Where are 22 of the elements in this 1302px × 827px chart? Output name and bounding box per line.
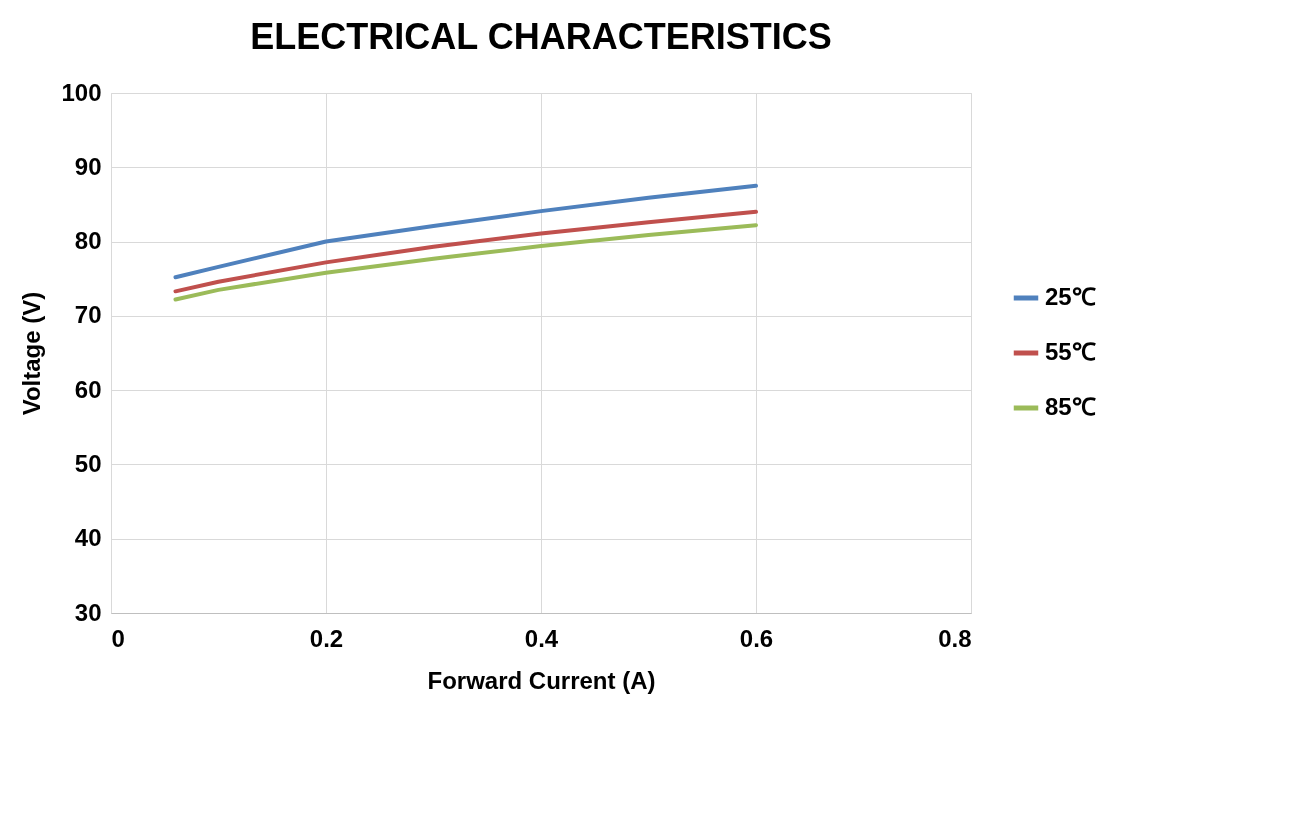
legend-label: 55℃: [1045, 338, 1096, 365]
y-tick-label: 80: [74, 227, 102, 255]
line-series: [173, 209, 758, 294]
x-axis-title: Forward Current (A): [427, 666, 656, 694]
y-tick-label: 70: [74, 301, 102, 329]
x-tick-label: 0.6: [739, 624, 774, 652]
y-tick-label: 40: [74, 524, 102, 552]
x-tick-label: 0.4: [524, 624, 559, 652]
legend-label: 85℃: [1045, 393, 1096, 420]
y-tick-label: 60: [74, 375, 102, 403]
y-tick-label: 50: [74, 449, 102, 477]
chart-title: ELECTRICAL CHARACTERISTICS: [250, 16, 832, 57]
y-tick-label: 90: [74, 152, 102, 180]
y-tick-label: 30: [74, 598, 102, 626]
line-series: [173, 223, 758, 302]
y-tick-label: 100: [61, 78, 102, 106]
y-axis-title: Voltage (V): [18, 291, 46, 416]
x-tick-label: 0: [111, 624, 125, 652]
x-tick-label: 0.8: [938, 624, 972, 652]
line-series: [173, 183, 758, 280]
x-tick-label: 0.2: [309, 624, 344, 652]
legend-label: 25℃: [1045, 283, 1096, 310]
